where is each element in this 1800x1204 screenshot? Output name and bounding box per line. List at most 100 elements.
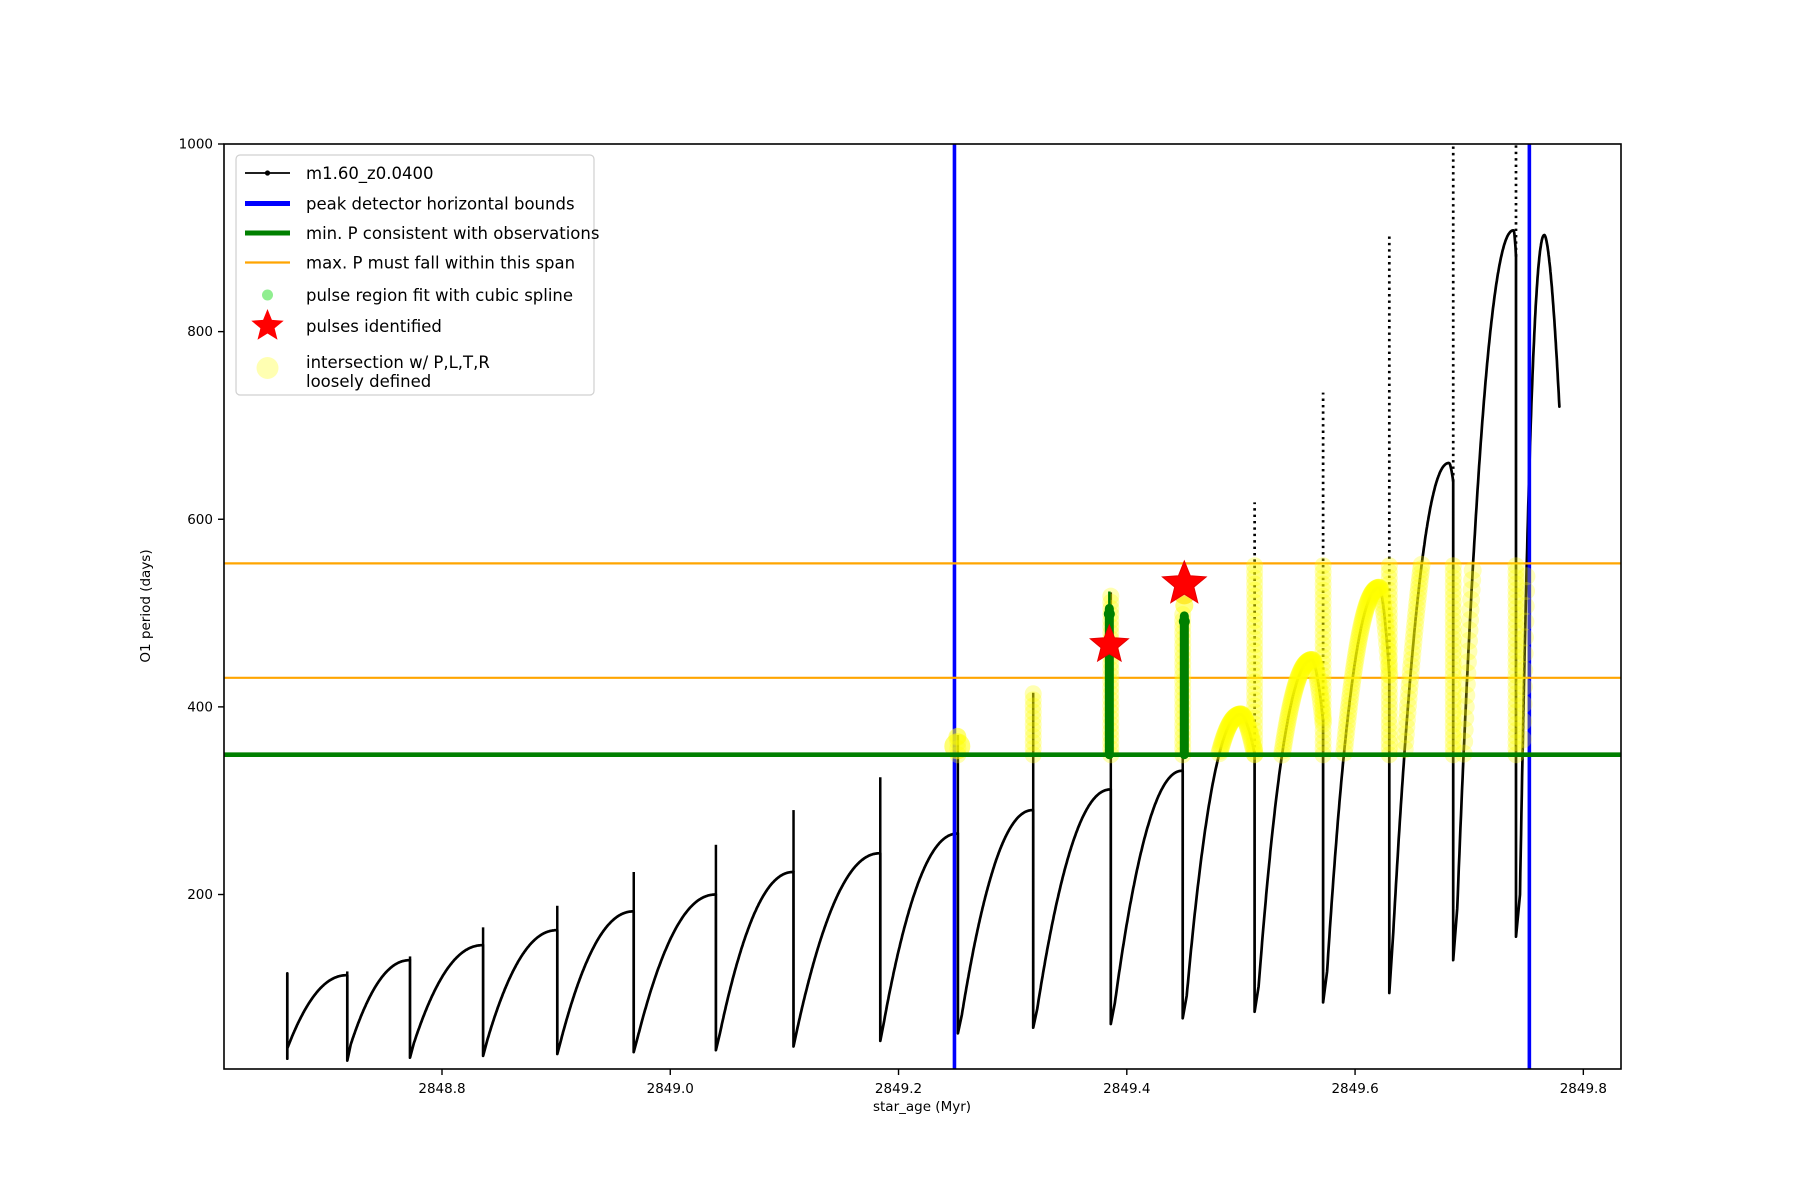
intersection-dot [1345, 658, 1364, 677]
intersection-dot [1314, 612, 1332, 630]
intersection-dot [1230, 705, 1249, 724]
intersection-dot [1314, 587, 1332, 605]
intersection-dot [1215, 725, 1234, 744]
intersection-dot [1235, 709, 1254, 728]
legend-entry: pulse region fit with cubic spline [262, 286, 573, 305]
x-tick-label: 2849.8 [1560, 1081, 1607, 1097]
intersection-dot [1380, 599, 1398, 617]
intersection-dot [1212, 737, 1231, 756]
intersection-dot [1314, 593, 1332, 611]
intersection-dot [1246, 715, 1264, 733]
intersection-dot [1246, 642, 1264, 660]
intersection-dot [1238, 717, 1257, 736]
intersection-dot [1444, 618, 1462, 636]
intersection-dot [1214, 731, 1233, 750]
intersection-dot [1457, 675, 1476, 694]
intersection-dot [1358, 593, 1377, 612]
intersection-dot [1246, 557, 1264, 575]
legend-entry: pulses identified [251, 309, 442, 340]
intersection-dot [1507, 666, 1525, 684]
intersection-dot [1357, 596, 1376, 615]
intersection-dot [1341, 682, 1360, 701]
intersection-dot [1223, 710, 1242, 729]
intersection-dot [1406, 615, 1425, 634]
intersection-dot [1225, 708, 1244, 727]
y-tick-label: 800 [187, 324, 213, 340]
intersection-dot [1397, 717, 1416, 736]
intersection-dot [1459, 642, 1478, 661]
intersection-dot [1461, 600, 1480, 619]
intersection-dot [1374, 595, 1393, 614]
intersection-dot [1374, 599, 1393, 618]
intersection-dot [1304, 653, 1323, 672]
intersection-dot [1276, 723, 1295, 742]
intersection-dot [1235, 708, 1254, 727]
intersection-dot [1379, 649, 1398, 668]
intersection-dot [1228, 706, 1247, 725]
intersection-dot [1360, 589, 1379, 608]
intersection-dot [1278, 710, 1297, 729]
intersection-dot [1412, 560, 1431, 579]
intersection-dot [1297, 653, 1316, 672]
intersection-dot [1507, 618, 1525, 636]
intersection-dot [1412, 555, 1431, 574]
intersection-dot [1507, 679, 1525, 697]
intersection-dot [1403, 644, 1422, 663]
intersection-dot [1277, 719, 1296, 738]
intersection-dot [1408, 588, 1427, 607]
intersection-dot [1224, 709, 1243, 728]
intersection-dot [1246, 703, 1264, 721]
intersection-dot [1405, 626, 1424, 645]
intersection-dot [1378, 641, 1397, 660]
intersection-dot [1314, 569, 1332, 587]
intersection-dot [1507, 691, 1525, 709]
intersection-dot [1338, 711, 1357, 730]
intersection-dot [1380, 703, 1398, 721]
intersection-dot [1280, 701, 1299, 720]
intersection-dot [1246, 569, 1264, 587]
intersection-dot [1380, 673, 1398, 691]
intersection-dot [1444, 605, 1462, 623]
intersection-dot [1375, 609, 1394, 628]
intersection-dot [1507, 587, 1525, 605]
intersection-dot [1380, 593, 1398, 611]
intersection-dot [1246, 618, 1264, 636]
intersection-dot [1507, 563, 1525, 581]
y-tick-label: 600 [187, 512, 213, 528]
intersection-dot [1461, 610, 1480, 629]
intersection-dot [1288, 671, 1307, 690]
intersection-dot [1314, 727, 1332, 745]
intersection-dot [1296, 654, 1315, 673]
intersection-dot [1507, 715, 1525, 733]
intersection-dot [1241, 725, 1260, 744]
intersection-dot [1514, 677, 1533, 696]
intersection-dot [1444, 697, 1462, 715]
intersection-dot [948, 727, 967, 746]
intersection-dot [1380, 660, 1398, 678]
legend-entry: min. P consistent with observations [245, 224, 599, 243]
intersection-dot [1348, 640, 1367, 659]
intersection-dot [1380, 618, 1398, 636]
pulse-star [1161, 559, 1208, 604]
intersection-dot [1354, 606, 1373, 625]
intersection-dot [1516, 628, 1535, 647]
intersection-dot [1456, 709, 1475, 728]
intersection-dot [1274, 734, 1293, 753]
intersection-dot [1246, 624, 1264, 642]
intersection-dot [1444, 642, 1462, 660]
intersection-dot [1372, 587, 1391, 606]
intersection-dot [1444, 599, 1462, 617]
legend-label: max. P must fall within this span [306, 254, 575, 273]
intersection-dot [1380, 691, 1398, 709]
intersection-dot [1370, 578, 1389, 597]
intersection-dot [1232, 705, 1251, 724]
intersection-dot [1352, 616, 1371, 635]
intersection-dot [1246, 581, 1264, 599]
intersection-dot [1024, 715, 1042, 733]
intersection-dot [1507, 593, 1525, 611]
intersection-dot [1380, 636, 1398, 654]
intersection-dot [1246, 599, 1264, 617]
intersection-dot [1234, 707, 1253, 726]
intersection-dot [1349, 633, 1368, 652]
intersection-dot [1314, 599, 1332, 617]
